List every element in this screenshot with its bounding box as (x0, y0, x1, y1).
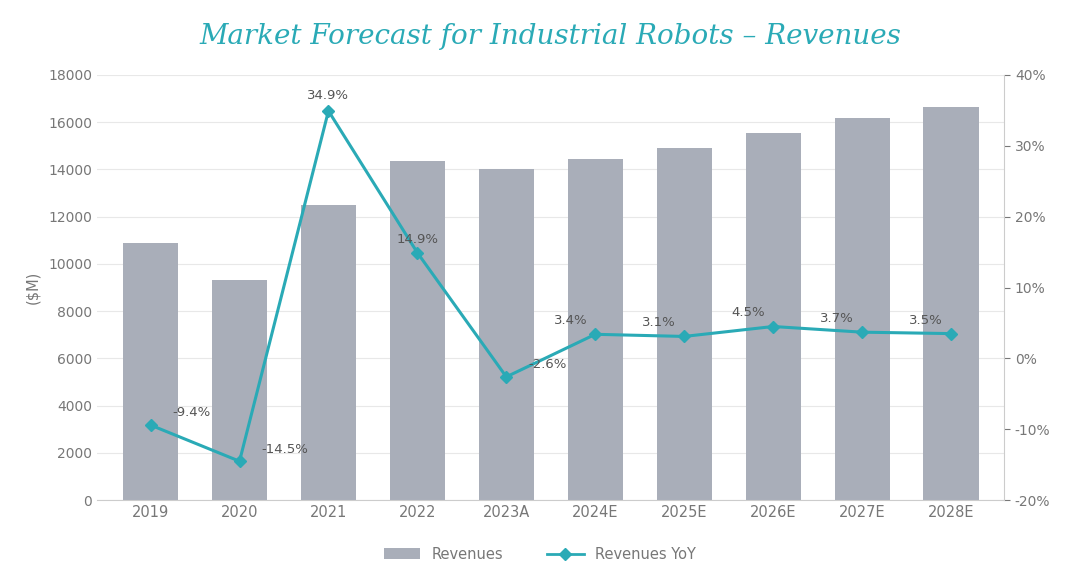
Bar (657, 148, 712, 500)
Revenues YoY (322, 108, 335, 114)
Bar (923, 106, 978, 500)
Bar (478, 169, 534, 500)
Revenues YoY (678, 333, 691, 340)
Revenues YoY (855, 329, 868, 336)
Revenues YoY (233, 458, 246, 465)
Text: 3.7%: 3.7% (821, 312, 854, 325)
Bar (301, 205, 356, 500)
Legend: Revenues, Revenues YoY: Revenues, Revenues YoY (378, 541, 702, 568)
Bar (123, 243, 178, 500)
Bar (568, 159, 623, 500)
Bar (745, 133, 800, 500)
Text: 4.5%: 4.5% (731, 306, 765, 320)
Text: 14.9%: 14.9% (396, 233, 438, 246)
Revenues YoY (144, 421, 157, 428)
Bar (835, 118, 890, 500)
Bar (390, 161, 445, 500)
Title: Market Forecast for Industrial Robots – Revenues: Market Forecast for Industrial Robots – … (200, 23, 902, 50)
Revenues YoY (589, 331, 602, 338)
Y-axis label: ($M): ($M) (25, 271, 40, 304)
Revenues YoY (945, 330, 958, 337)
Line: Revenues YoY: Revenues YoY (147, 107, 955, 465)
Bar (212, 281, 267, 500)
Revenues YoY (767, 323, 780, 330)
Text: 3.4%: 3.4% (554, 314, 588, 327)
Text: -14.5%: -14.5% (261, 443, 309, 455)
Text: 3.1%: 3.1% (643, 316, 676, 329)
Text: 3.5%: 3.5% (909, 313, 943, 327)
Text: -2.6%: -2.6% (528, 358, 567, 371)
Text: 34.9%: 34.9% (308, 89, 350, 102)
Revenues YoY (410, 250, 423, 256)
Revenues YoY (500, 373, 513, 380)
Text: -9.4%: -9.4% (173, 407, 211, 419)
